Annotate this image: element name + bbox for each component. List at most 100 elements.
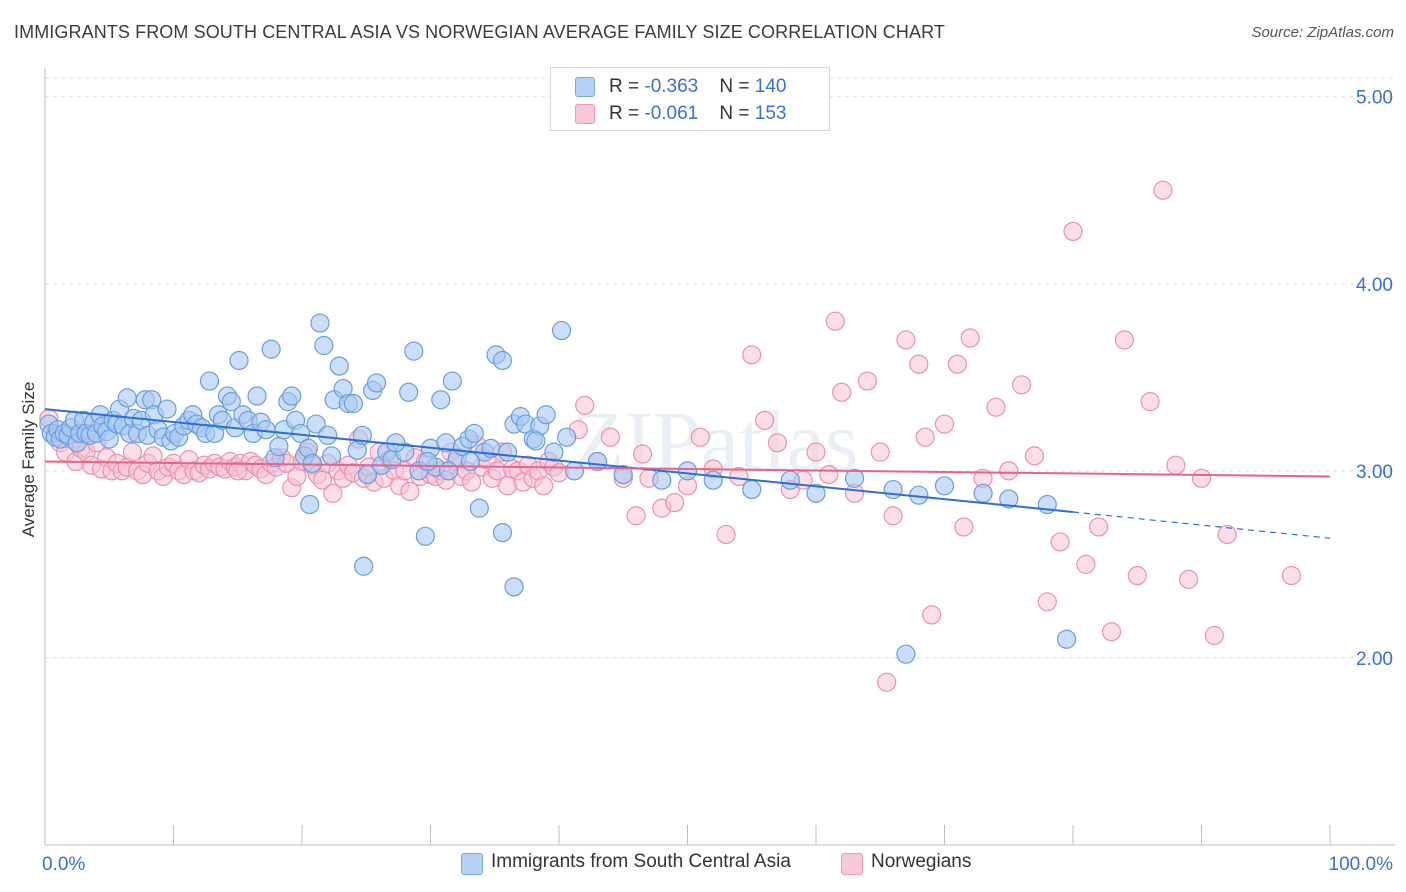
- data-point-immigrants: [1056, 629, 1077, 649]
- data-point-immigrants: [844, 468, 865, 488]
- data-point-norwegians: [883, 506, 903, 526]
- data-point-norwegians: [1101, 622, 1122, 642]
- data-point-immigrants: [431, 390, 451, 410]
- data-point-immigrants: [557, 427, 577, 447]
- x-tick-label-start: 0.0%: [42, 854, 85, 875]
- bottom-legend-swatch-blue: [461, 853, 483, 875]
- data-point-norwegians: [533, 476, 554, 496]
- trend-line-norwegians: [44, 460, 1331, 478]
- data-point-immigrants: [703, 470, 723, 490]
- data-point-norwegians: [857, 371, 878, 391]
- legend-r-value: -0.061: [644, 103, 699, 124]
- data-point-immigrants: [366, 373, 387, 393]
- axis-labels: 2.00 3.00 4.00 5.00 0.0% 100.0% Average Family…: [19, 88, 1393, 875]
- data-point-immigrants: [329, 356, 349, 376]
- y-tick-label: 2.00: [1356, 649, 1393, 670]
- data-point-norwegians: [1140, 392, 1160, 412]
- data-point-norwegians: [1127, 566, 1147, 586]
- data-point-norwegians: [934, 414, 955, 434]
- data-point-norwegians: [632, 444, 653, 464]
- data-point-norwegians: [1114, 330, 1135, 350]
- data-point-norwegians: [1166, 455, 1186, 475]
- data-point-norwegians: [1089, 517, 1109, 537]
- data-point-immigrants: [973, 483, 993, 503]
- data-point-norwegians: [819, 464, 839, 485]
- data-point-immigrants: [300, 494, 320, 515]
- data-point-immigrants: [261, 339, 281, 359]
- data-point-immigrants: [460, 451, 480, 472]
- y-tick-label: 3.00: [1356, 462, 1393, 483]
- data-point-norwegians: [1217, 524, 1237, 545]
- data-point-norwegians: [323, 483, 343, 503]
- data-point-immigrants: [199, 371, 220, 391]
- data-point-immigrants: [221, 392, 241, 412]
- data-point-norwegians: [754, 410, 775, 430]
- bottom-legend-swatch-pink: [841, 853, 863, 875]
- y-tick-label: 5.00: [1356, 88, 1393, 109]
- data-point-norwegians: [999, 461, 1019, 481]
- data-point-immigrants: [321, 446, 342, 466]
- data-point-immigrants: [780, 470, 800, 490]
- data-point-immigrants: [504, 577, 524, 597]
- data-point-norwegians: [1024, 446, 1045, 466]
- data-point-immigrants: [469, 498, 489, 518]
- bottom-legend-label-immigrants: Immigrants from South Central Asia: [491, 851, 791, 872]
- data-point-norwegians: [1281, 566, 1302, 586]
- data-point-immigrants: [302, 453, 322, 473]
- data-point-norwegians: [716, 524, 736, 545]
- data-point-immigrants: [415, 526, 435, 546]
- data-point-norwegians: [1191, 468, 1212, 488]
- data-point-immigrants: [354, 556, 374, 576]
- data-point-norwegians: [690, 427, 710, 447]
- data-point-immigrants: [492, 350, 513, 371]
- data-point-norwegians: [915, 427, 935, 447]
- data-point-norwegians: [228, 461, 248, 481]
- data-point-norwegians: [954, 517, 974, 537]
- data-point-norwegians: [1153, 180, 1173, 200]
- data-point-norwegians: [877, 672, 897, 692]
- data-point-norwegians: [600, 427, 621, 447]
- legend-swatch-pink: [575, 104, 595, 124]
- data-point-immigrants: [536, 405, 556, 425]
- data-point-norwegians: [986, 397, 1006, 417]
- data-point-norwegians: [1037, 592, 1057, 612]
- data-point-norwegians: [896, 330, 916, 350]
- data-point-immigrants: [677, 461, 698, 481]
- data-point-norwegians: [1063, 221, 1083, 241]
- data-point-immigrants: [310, 313, 330, 333]
- legend-n-value: 153: [754, 103, 787, 124]
- data-point-norwegians: [729, 466, 749, 487]
- data-point-immigrants: [438, 461, 459, 481]
- trend-line-immigrants-extrapolated: [1072, 511, 1331, 539]
- y-axis-title: Average Family Size: [19, 382, 38, 538]
- bottom-legend-label-norwegians: Norwegians: [871, 851, 972, 872]
- data-point-immigrants: [229, 350, 249, 371]
- data-point-norwegians: [462, 472, 482, 492]
- data-point-norwegians: [742, 345, 762, 365]
- data-point-immigrants: [418, 451, 438, 472]
- data-point-norwegians: [665, 493, 685, 513]
- legend-r-value: -0.363: [644, 76, 699, 97]
- data-point-immigrants: [404, 341, 424, 361]
- data-point-immigrants: [99, 429, 119, 449]
- data-point-immigrants: [652, 470, 672, 490]
- data-point-immigrants: [498, 442, 518, 462]
- data-point-immigrants: [343, 393, 363, 414]
- data-point-immigrants: [742, 479, 762, 500]
- data-point-immigrants: [269, 436, 289, 457]
- chart-title: IMMIGRANTS FROM SOUTH CENTRAL ASIA VS NO…: [14, 22, 945, 42]
- data-point-immigrants: [464, 423, 484, 444]
- data-point-immigrants: [544, 442, 564, 462]
- correlation-legend: R = -0.363 N = 140 R = -0.061 N = 153: [550, 67, 830, 131]
- data-point-immigrants: [896, 644, 916, 664]
- data-point-norwegians: [575, 395, 595, 415]
- data-point-norwegians: [1011, 375, 1032, 395]
- data-point-norwegians: [806, 442, 826, 462]
- legend-r-label: R =: [609, 76, 645, 97]
- data-point-immigrants: [883, 479, 903, 500]
- legend-row-norwegians: R = -0.061 N = 153: [575, 103, 786, 125]
- data-point-norwegians: [1076, 554, 1096, 574]
- data-point-norwegians: [947, 354, 967, 374]
- data-point-norwegians: [922, 605, 942, 625]
